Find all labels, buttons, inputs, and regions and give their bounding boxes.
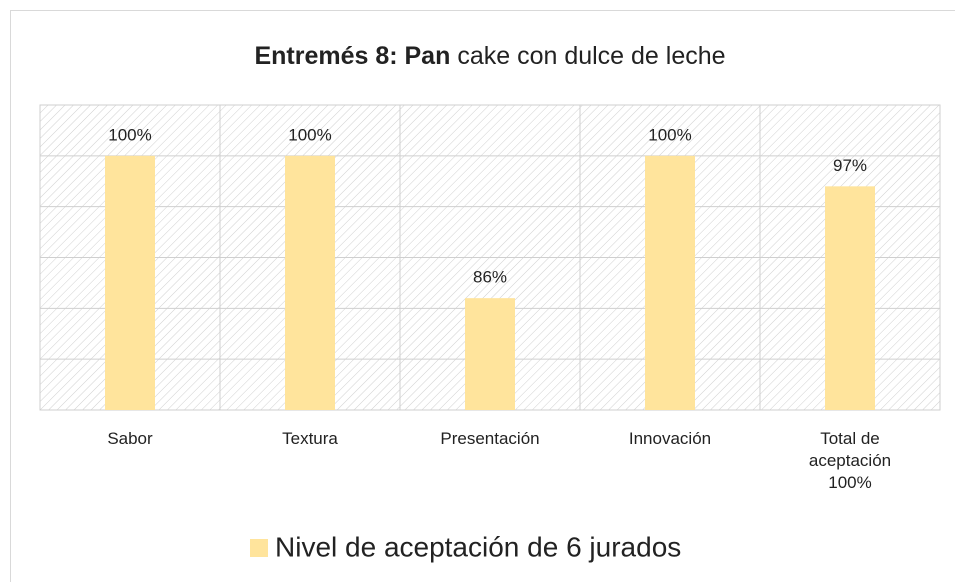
x-tick-label: Sabor [107, 429, 153, 448]
x-tick-label: Textura [282, 429, 338, 448]
legend-swatch [250, 539, 268, 557]
chart-title: Entremés 8: Pan cake con dulce de leche [254, 42, 725, 70]
data-label: 100% [648, 125, 691, 144]
data-label: 100% [108, 125, 151, 144]
data-label: 86% [473, 268, 507, 287]
bar [105, 155, 155, 410]
bar [465, 298, 515, 410]
x-tick-label: Presentación [440, 429, 540, 448]
bar [825, 186, 875, 410]
chart-border [10, 10, 955, 582]
legend-label: Nivel de aceptación de 6 jurados [275, 531, 681, 562]
x-tick-label: Total de aceptación 100% [808, 429, 892, 492]
title-bold: Entremés 8: Pan [254, 42, 450, 70]
bar [285, 155, 335, 410]
x-tick-label: Innovación [628, 429, 712, 448]
data-label: 97% [833, 156, 867, 175]
bar [645, 155, 695, 410]
data-label: 100% [288, 125, 331, 144]
title-rest: cake con dulce de leche [457, 42, 725, 70]
